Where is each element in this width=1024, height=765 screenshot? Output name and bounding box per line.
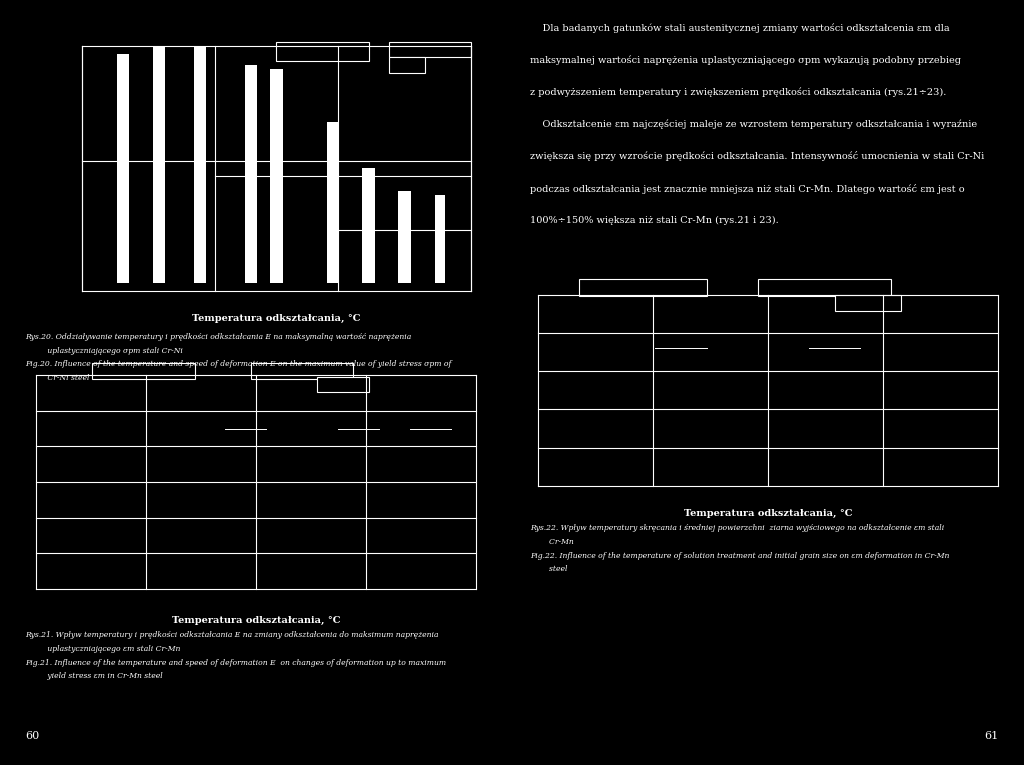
Bar — [362, 168, 375, 283]
Text: Temperatura odkształcania, °C: Temperatura odkształcania, °C — [684, 509, 852, 518]
Bar — [276, 42, 369, 61]
Bar — [758, 279, 891, 296]
Bar — [317, 377, 369, 392]
Bar — [92, 363, 195, 379]
Bar — [579, 279, 707, 296]
Bar — [194, 46, 206, 283]
Text: yield stress εm in Cr-Mn steel: yield stress εm in Cr-Mn steel — [26, 672, 163, 680]
Bar — [117, 54, 129, 283]
Bar — [245, 65, 257, 283]
Text: Cr-Mn: Cr-Mn — [530, 538, 574, 545]
Text: steel: steel — [530, 565, 568, 573]
Text: maksymalnej wartości naprężenia uplastyczniającego σpm wykazują podobny przebieg: maksymalnej wartości naprężenia uplastyc… — [530, 55, 962, 65]
Text: Fig.21. Influence of the temperature and speed of deformation E  on changes of d: Fig.21. Influence of the temperature and… — [26, 659, 446, 666]
Bar — [835, 295, 901, 311]
Bar — [389, 57, 425, 73]
Text: Fig.22. Influence of the temperature of solution treatment and initial grain siz: Fig.22. Influence of the temperature of … — [530, 552, 950, 559]
Text: Rys.22. Wpływ temperatury skręcania i średniej powierzchni  ziarna wyjściowego n: Rys.22. Wpływ temperatury skręcania i śr… — [530, 524, 945, 532]
Text: Fig.20. Influence of the temperature and speed of deformation E on the maximum v: Fig.20. Influence of the temperature and… — [26, 360, 452, 368]
Text: podczas odkształcania jest znacznie mniejsza niż stali Cr-Mn. Dlatego wartość εm: podczas odkształcania jest znacznie mnie… — [530, 184, 965, 194]
Bar — [153, 46, 165, 283]
Text: Odkształcenie εm najczęściej maleje ze wzrostem temperatury odkształcania i wyra: Odkształcenie εm najczęściej maleje ze w… — [530, 119, 978, 129]
Text: Temperatura odkształcania, °C: Temperatura odkształcania, °C — [193, 314, 360, 323]
Text: 100%÷150% większa niż stali Cr-Mn (rys.21 i 23).: 100%÷150% większa niż stali Cr-Mn (rys.2… — [530, 216, 779, 225]
Text: uplastyczniającego σpm stali Cr-Ni: uplastyczniającego σpm stali Cr-Ni — [26, 347, 182, 354]
Bar — [251, 363, 353, 379]
Bar — [389, 42, 471, 57]
Text: Dla badanych gatunków stali austenitycznej zmiany wartości odkształcenia εm dla: Dla badanych gatunków stali austenityczn… — [530, 23, 950, 33]
Text: Temperatura odkształcania, °C: Temperatura odkształcania, °C — [172, 616, 340, 625]
Text: Rys.20. Oddziaływanie temperatury i prędkości odkształcania E na maksymalną wart: Rys.20. Oddziaływanie temperatury i pręd… — [26, 333, 412, 340]
Text: z podwyższeniem temperatury i zwiększeniem prędkości odkształcania (rys.21÷23).: z podwyższeniem temperatury i zwiększeni… — [530, 87, 947, 97]
Text: Cr-Ni steel: Cr-Ni steel — [26, 374, 89, 382]
Text: zwiększa się przy wzroście prędkości odkształcania. Intensywność umocnienia w st: zwiększa się przy wzroście prędkości odk… — [530, 151, 985, 161]
Text: uplastyczniającego εm stali Cr-Mn: uplastyczniającego εm stali Cr-Mn — [26, 645, 180, 653]
Text: 60: 60 — [26, 731, 40, 741]
Bar — [435, 195, 445, 283]
Text: Rys.21. Wpływ temperatury i prędkości odkształcania E na zmiany odkształcenia do: Rys.21. Wpływ temperatury i prędkości od… — [26, 631, 439, 639]
Bar — [327, 122, 339, 283]
Text: 61: 61 — [984, 731, 998, 741]
Bar — [270, 69, 283, 283]
Bar — [398, 191, 411, 283]
